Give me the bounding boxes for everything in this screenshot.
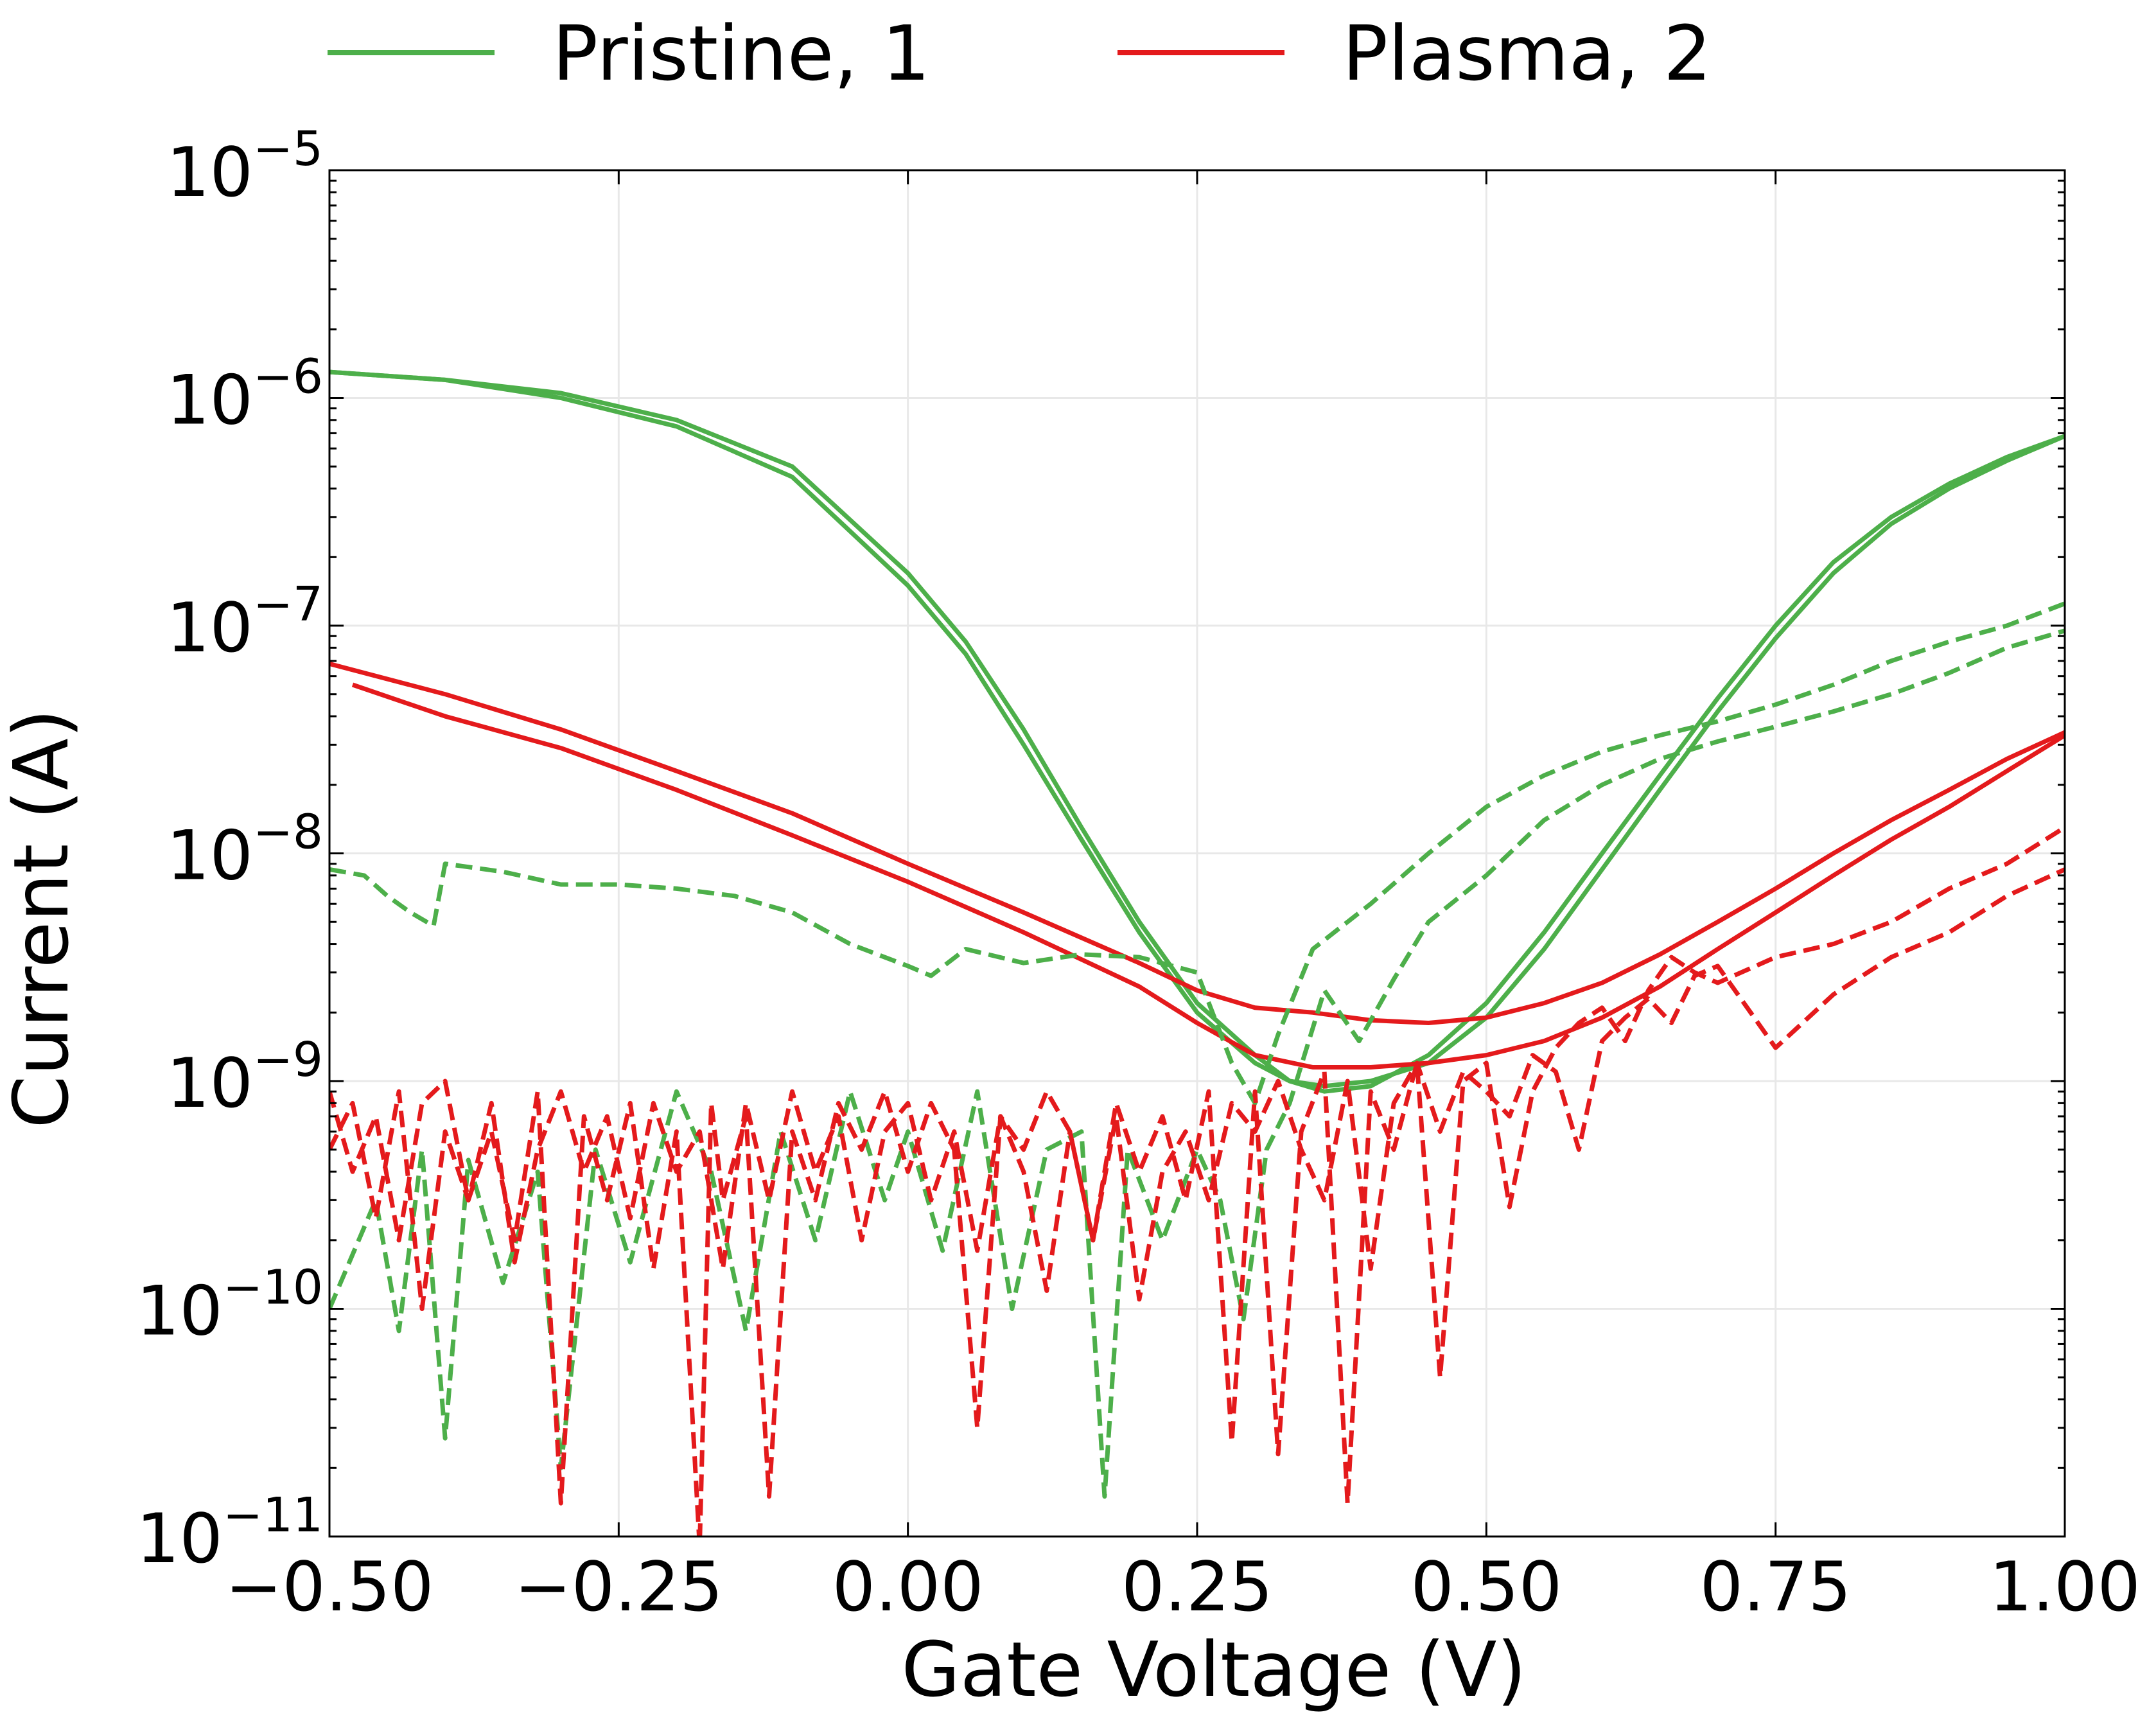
series-line — [329, 867, 2065, 1311]
y-tick-label: 10−8 — [166, 805, 323, 895]
series-line — [329, 369, 2065, 1094]
y-tick-base: 10 — [166, 361, 253, 440]
series-line — [329, 825, 2065, 1536]
legend: Pristine, 1 Plasma, 2 — [328, 9, 1712, 98]
y-tick-exponent: −8 — [253, 805, 323, 860]
y-tick-exponent: −5 — [253, 121, 323, 177]
y-tick-base: 10 — [166, 816, 253, 895]
y-tick-exponent: −11 — [223, 1488, 323, 1543]
x-tick-label: −0.50 — [225, 1547, 434, 1626]
x-tick-label: 0.00 — [832, 1547, 984, 1626]
y-tick-exponent: −7 — [253, 577, 323, 632]
y-tick-base: 10 — [166, 588, 253, 667]
y-tick-base: 10 — [166, 133, 253, 212]
y-tick-label: 10−6 — [166, 349, 323, 440]
series-line — [329, 662, 2065, 1025]
y-tick-label: 10−7 — [166, 577, 323, 667]
series-line — [329, 601, 2065, 1105]
y-axis-label: Current (A) — [0, 709, 85, 1129]
x-axis-label: Gate Voltage (V) — [901, 1625, 1526, 1714]
y-tick-exponent: −6 — [253, 349, 323, 405]
x-tick-label: 1.00 — [1989, 1547, 2141, 1626]
legend-label: Plasma, 2 — [1342, 9, 1712, 98]
y-tick-base: 10 — [166, 1044, 253, 1123]
series-line — [351, 682, 2065, 1070]
legend-label: Pristine, 1 — [552, 9, 930, 98]
y-tick-base: 10 — [136, 1499, 223, 1578]
y-tick-label: 10−11 — [136, 1488, 323, 1578]
tick-layer: −0.50 −0.25 0.00 0.25 0.50 0.75 1.0010−1110−10… — [136, 121, 2141, 1626]
y-tick-label: 10−10 — [136, 1260, 323, 1351]
x-tick-label: 0.25 — [1121, 1547, 1273, 1626]
y-tick-base: 10 — [136, 1272, 223, 1351]
y-tick-exponent: −10 — [223, 1260, 323, 1316]
y-tick-exponent: −9 — [253, 1032, 323, 1087]
x-tick-label: 0.75 — [1700, 1547, 1852, 1626]
x-tick-label: −0.25 — [514, 1547, 723, 1626]
y-tick-label: 10−5 — [166, 121, 323, 212]
series-layer — [329, 369, 2065, 1536]
x-tick-label: 0.50 — [1410, 1547, 1562, 1626]
y-tick-label: 10−9 — [166, 1032, 323, 1123]
